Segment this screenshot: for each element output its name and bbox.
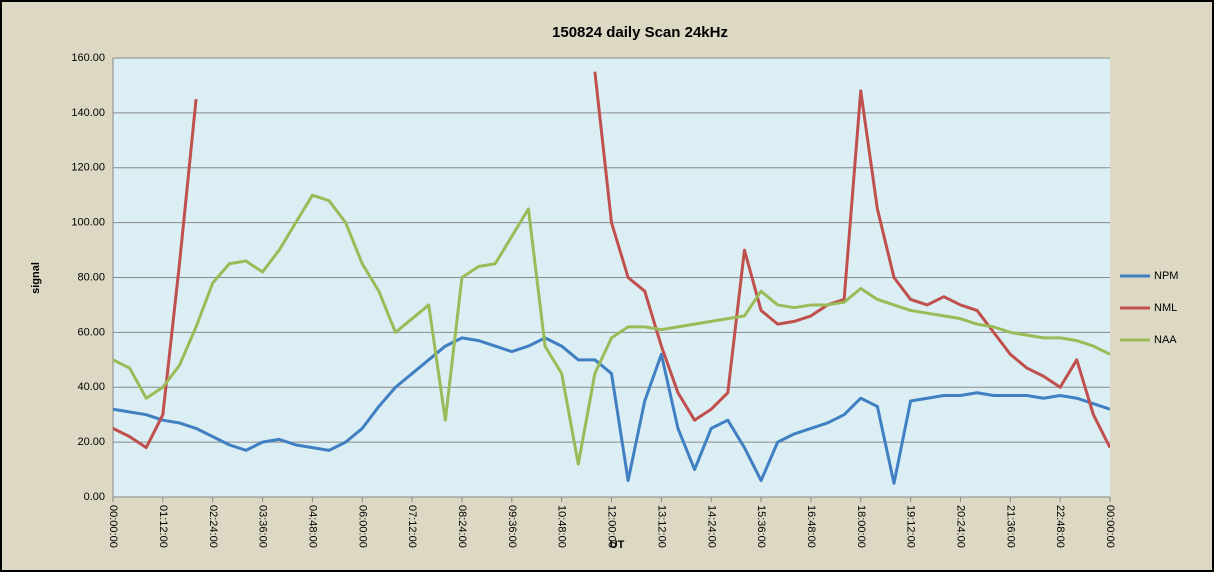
- y-tick-label: 40.00: [77, 381, 105, 393]
- y-tick-label: 140.00: [71, 107, 105, 119]
- x-tick-label: 21:36:00: [1004, 505, 1016, 548]
- x-axis-label: UT: [610, 539, 625, 551]
- series-line: [113, 336, 1110, 485]
- legend-label: NPM: [1154, 270, 1178, 282]
- y-tick-label: 20.00: [77, 436, 105, 448]
- y-tick-label: 0.00: [84, 491, 105, 503]
- x-tick-label: 07:12:00: [406, 505, 418, 548]
- legend-label: NML: [1154, 302, 1177, 314]
- x-tick-label: 00:00:00: [107, 505, 119, 548]
- x-tick-label: 20:24:00: [955, 505, 967, 548]
- y-axis-label: signal: [30, 262, 42, 294]
- series-line: [113, 71, 1110, 450]
- x-tick-label: 12:00:00: [606, 505, 618, 548]
- x-tick-label: 18:00:00: [855, 505, 867, 548]
- x-tick-label: 13:12:00: [655, 505, 667, 548]
- x-tick-label: 03:36:00: [257, 505, 269, 548]
- x-tick-label: 15:36:00: [755, 505, 767, 548]
- x-tick-label: 19:12:00: [905, 505, 917, 548]
- legend-label: NAA: [1154, 334, 1177, 346]
- x-tick-label: 01:12:00: [157, 505, 169, 548]
- x-tick-label: 14:24:00: [705, 505, 717, 548]
- chart-title: 150824 daily Scan 24kHz: [552, 24, 728, 41]
- x-tick-label: 22:48:00: [1054, 505, 1066, 548]
- x-tick-label: 04:48:00: [306, 505, 318, 548]
- y-tick-label: 100.00: [71, 217, 105, 229]
- x-tick-label: 00:00:00: [1104, 505, 1116, 548]
- x-tick-label: 16:48:00: [805, 505, 817, 548]
- x-tick-label: 02:24:00: [207, 505, 219, 548]
- x-tick-label: 10:48:00: [556, 505, 568, 548]
- x-tick-label: 09:36:00: [506, 505, 518, 548]
- x-tick-label: 06:00:00: [356, 505, 368, 548]
- y-tick-label: 60.00: [77, 326, 105, 338]
- y-tick-label: 160.00: [71, 52, 105, 64]
- series-line: [113, 193, 1110, 466]
- y-tick-label: 80.00: [77, 271, 105, 283]
- x-tick-label: 08:24:00: [456, 505, 468, 548]
- y-tick-label: 120.00: [71, 162, 105, 174]
